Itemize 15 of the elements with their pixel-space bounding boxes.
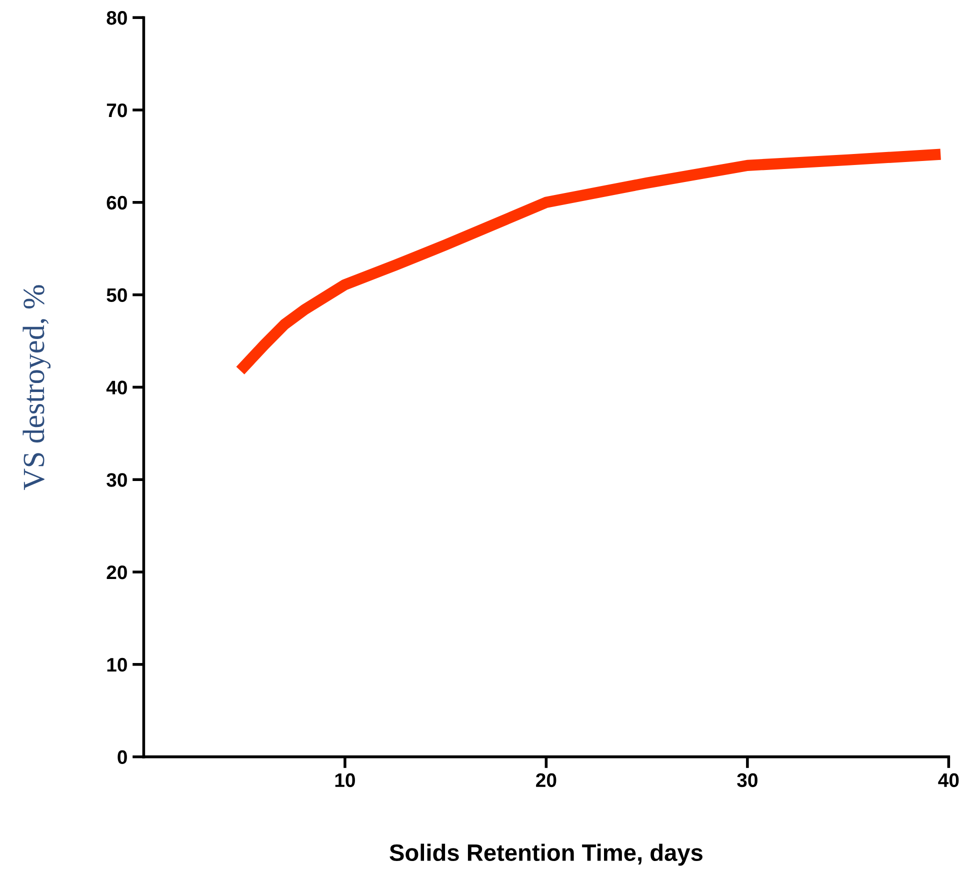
x-axis-title: Solids Retention Time, days <box>390 844 702 866</box>
y-tick-label: 40 <box>106 380 127 394</box>
y-tick-label: 60 <box>106 196 127 210</box>
y-tick-label: 50 <box>106 288 127 302</box>
y-axis-title: VS destroyed, % <box>22 285 51 490</box>
y-tick-label: 30 <box>106 473 127 487</box>
y-tick-label: 0 <box>118 750 127 764</box>
y-tick-label: 10 <box>107 658 127 672</box>
x-tick-label: 40 <box>938 773 959 788</box>
y-tick-label: 80 <box>106 11 127 25</box>
y-tick-label: 20 <box>106 565 127 580</box>
y-tick-label: 70 <box>106 103 127 118</box>
x-tick-label: 10 <box>335 773 355 788</box>
x-tick-label: 20 <box>536 773 556 788</box>
x-tick-label: 30 <box>737 773 758 788</box>
